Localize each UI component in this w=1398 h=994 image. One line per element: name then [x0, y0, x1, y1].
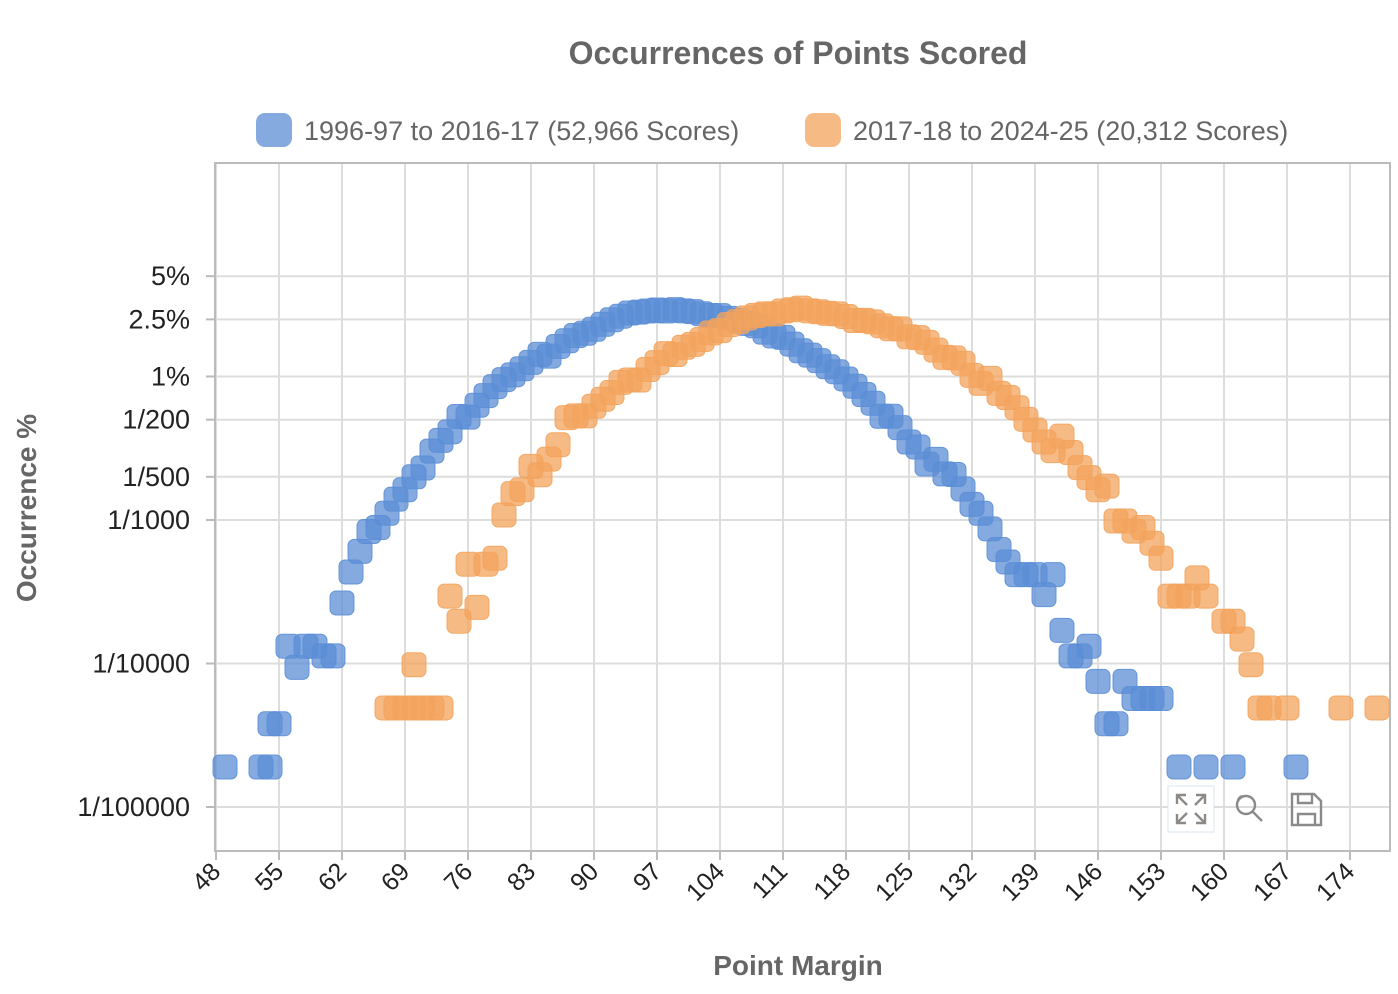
- y-axis-title: Occurrence %: [11, 414, 42, 602]
- data-point[interactable]: [284, 654, 310, 680]
- legend-swatch-series-1: [256, 113, 292, 147]
- data-point[interactable]: [1103, 711, 1129, 737]
- legend-item-series-1[interactable]: 1996-97 to 2016-17 (52,966 Scores): [256, 113, 739, 147]
- x-tick-label: 167: [1248, 857, 1297, 906]
- data-point[interactable]: [1274, 695, 1300, 721]
- data-point[interactable]: [257, 754, 283, 780]
- data-point[interactable]: [464, 594, 490, 620]
- plot-area-border: [214, 162, 1391, 852]
- data-point[interactable]: [1094, 473, 1120, 499]
- x-tick-label: 97: [628, 857, 667, 896]
- data-point[interactable]: [329, 590, 355, 616]
- x-tick-label: 174: [1311, 857, 1360, 906]
- x-tick-label: 153: [1122, 857, 1171, 906]
- data-point[interactable]: [212, 754, 238, 780]
- legend: 1996-97 to 2016-17 (52,966 Scores) 2017-…: [256, 113, 1288, 147]
- data-point[interactable]: [1085, 668, 1111, 694]
- y-tick-label: 5%: [151, 261, 190, 291]
- legend-swatch-series-2: [805, 113, 841, 147]
- data-point[interactable]: [1148, 686, 1174, 712]
- axes: [206, 162, 1391, 860]
- data-point[interactable]: [545, 432, 571, 458]
- data-point[interactable]: [1076, 633, 1102, 659]
- x-tick-label: 69: [376, 857, 415, 896]
- data-point[interactable]: [1328, 695, 1354, 721]
- x-tick-label: 118: [808, 857, 856, 905]
- y-tick-label: 1/1000: [107, 505, 190, 535]
- data-points: [212, 295, 1390, 780]
- data-point[interactable]: [266, 711, 292, 737]
- toolbox: [1167, 785, 1323, 833]
- chart-title: Occurrences of Points Scored: [569, 35, 1028, 71]
- legend-label-series-1: 1996-97 to 2016-17 (52,966 Scores): [304, 116, 739, 146]
- data-point[interactable]: [428, 695, 454, 721]
- x-tick-label: 83: [502, 857, 541, 896]
- data-point[interactable]: [1220, 754, 1246, 780]
- y-tick-label: 1/100000: [77, 792, 190, 822]
- legend-label-series-2: 2017-18 to 2024-25 (20,312 Scores): [853, 116, 1288, 146]
- restore-icon[interactable]: [1167, 785, 1215, 833]
- save-as-image-icon[interactable]: [1290, 792, 1323, 827]
- zoom-reset-icon[interactable]: [1235, 794, 1263, 822]
- x-tick-label: 146: [1059, 857, 1108, 906]
- x-tick-label: 76: [439, 857, 478, 896]
- data-point[interactable]: [1193, 754, 1219, 780]
- x-tick-label: 139: [996, 857, 1045, 906]
- x-tick-label: 160: [1185, 857, 1234, 906]
- y-tick-label: 1/500: [122, 462, 190, 492]
- y-tick-label: 2.5%: [128, 304, 190, 334]
- data-point[interactable]: [1364, 695, 1390, 721]
- data-point[interactable]: [482, 545, 508, 571]
- data-point[interactable]: [1049, 617, 1075, 643]
- x-tick-label: 111: [747, 857, 794, 904]
- data-point[interactable]: [320, 643, 346, 669]
- data-point[interactable]: [1283, 754, 1309, 780]
- data-point[interactable]: [1166, 754, 1192, 780]
- grid-lines: [215, 163, 1390, 851]
- data-point[interactable]: [401, 652, 427, 678]
- x-tick-label: 55: [250, 857, 289, 896]
- x-tick-label: 104: [681, 857, 730, 906]
- x-tick-label: 48: [187, 857, 226, 896]
- y-tick-label: 1/200: [122, 405, 190, 435]
- data-point[interactable]: [491, 502, 517, 528]
- y-tick-label: 1%: [151, 362, 190, 392]
- data-point[interactable]: [1040, 562, 1066, 588]
- data-point[interactable]: [1229, 626, 1255, 652]
- x-tick-label: 62: [313, 857, 352, 896]
- data-point[interactable]: [437, 583, 463, 609]
- x-tick-label: 132: [933, 857, 982, 906]
- series-2-points: [374, 295, 1390, 721]
- legend-item-series-2[interactable]: 2017-18 to 2024-25 (20,312 Scores): [805, 113, 1288, 147]
- data-point[interactable]: [1193, 583, 1219, 609]
- x-tick-label: 125: [870, 857, 919, 906]
- y-tick-label: 1/10000: [92, 649, 190, 679]
- data-point[interactable]: [1238, 652, 1264, 678]
- x-tick-label: 90: [565, 857, 604, 896]
- x-axis-title: Point Margin: [713, 950, 883, 981]
- data-point[interactable]: [1148, 545, 1174, 571]
